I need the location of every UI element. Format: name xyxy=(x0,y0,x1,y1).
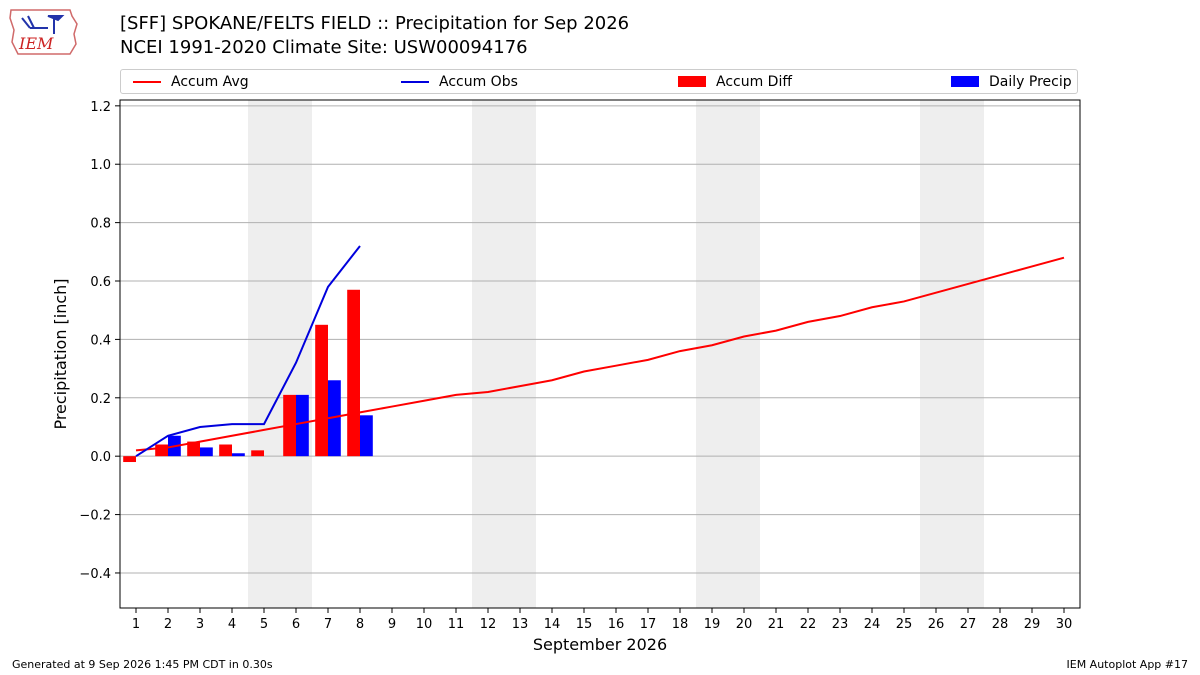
y-tick-label: 1.0 xyxy=(90,158,111,173)
x-axis-label: September 2026 xyxy=(533,635,667,654)
x-tick-label: 3 xyxy=(196,617,204,632)
legend-swatch-accum-diff xyxy=(678,76,706,87)
bar-daily-precip xyxy=(360,415,373,457)
weekend-shading xyxy=(248,100,984,608)
bar-accum-diff xyxy=(315,324,328,457)
legend: Accum Avg Accum Obs Accum Diff Daily Pre… xyxy=(120,69,1078,94)
x-tick-label: 5 xyxy=(260,617,268,632)
legend-item-accum-obs: Accum Obs xyxy=(401,70,518,93)
y-tick-label: 1.2 xyxy=(90,100,111,115)
weekend-shade-3 xyxy=(920,100,984,608)
x-tick-label: 10 xyxy=(416,617,433,632)
x-tick-label: 9 xyxy=(388,617,396,632)
plot-frame xyxy=(119,99,1081,609)
legend-swatch-accum-avg xyxy=(133,80,161,83)
bar-accum-diff xyxy=(187,441,200,457)
bar-daily-precip xyxy=(200,447,213,457)
x-tick-label: 24 xyxy=(864,617,881,632)
x-tick-label: 8 xyxy=(356,617,364,632)
x-tick-label: 23 xyxy=(832,617,849,632)
chart-title: [SFF] SPOKANE/FELTS FIELD :: Precipitati… xyxy=(120,13,630,34)
x-tick-label: 17 xyxy=(640,617,657,632)
x-tick-label: 12 xyxy=(480,617,497,632)
line-accum-avg xyxy=(135,256,1065,452)
y-tick-label: −0.2 xyxy=(79,509,111,524)
bar-accum-diff xyxy=(155,444,168,457)
bar-daily-precip xyxy=(232,453,245,457)
x-tick-label: 6 xyxy=(292,617,300,632)
x-tick-label: 2 xyxy=(164,617,172,632)
bar-accum-diff xyxy=(347,289,360,457)
legend-label-accum-avg: Accum Avg xyxy=(171,73,249,90)
iowa-outline xyxy=(9,9,78,55)
y-tick-label: 0.0 xyxy=(90,450,111,465)
bar-daily-precip xyxy=(296,394,309,457)
gridlines xyxy=(120,105,1080,574)
legend-item-accum-avg: Accum Avg xyxy=(133,70,249,93)
iem-logo: IEM xyxy=(9,9,78,55)
x-tick-label: 30 xyxy=(1056,617,1073,632)
y-tick-label: 0.2 xyxy=(90,392,111,407)
x-tick-label: 15 xyxy=(576,617,593,632)
legend-swatch-daily-precip xyxy=(951,76,979,87)
y-tick-label: 0.6 xyxy=(90,275,111,290)
legend-item-daily-precip: Daily Precip xyxy=(951,70,1072,93)
weekend-shade-0 xyxy=(248,100,312,608)
x-tick-label: 26 xyxy=(928,617,945,632)
weather-instrument-icon xyxy=(21,15,65,34)
legend-label-accum-diff: Accum Diff xyxy=(716,73,793,90)
y-axis: −0.4 −0.2 0.0 0.2 0.4 0.6 0.8 1.0 1.2 xyxy=(79,100,120,582)
y-axis-label: Precipitation [inch] xyxy=(51,278,70,429)
logo-text: IEM xyxy=(18,34,54,53)
lines xyxy=(135,245,1065,458)
y-tick-label: 0.8 xyxy=(90,217,111,232)
legend-swatch-accum-obs xyxy=(401,80,429,83)
chart-subtitle: NCEI 1991-2020 Climate Site: USW00094176 xyxy=(120,37,528,58)
x-tick-label: 4 xyxy=(228,617,236,632)
x-tick-label: 19 xyxy=(704,617,721,632)
weekend-shade-1 xyxy=(472,100,536,608)
x-tick-label: 20 xyxy=(736,617,753,632)
x-tick-label: 21 xyxy=(768,617,785,632)
x-tick-label: 28 xyxy=(992,617,1009,632)
y-tick-label: −0.4 xyxy=(79,567,111,582)
y-tick-label: 0.4 xyxy=(90,333,111,348)
x-tick-label: 7 xyxy=(324,617,332,632)
x-tick-label: 16 xyxy=(608,617,625,632)
bar-accum-diff xyxy=(251,450,264,457)
weekend-shade-2 xyxy=(696,100,760,608)
x-tick-label: 13 xyxy=(512,617,529,632)
x-tick-label: 25 xyxy=(896,617,913,632)
legend-item-accum-diff: Accum Diff xyxy=(678,70,792,93)
bar-accum-diff xyxy=(123,456,136,463)
line-accum-obs xyxy=(135,245,361,458)
x-tick-label: 29 xyxy=(1024,617,1041,632)
x-tick-label: 11 xyxy=(448,617,465,632)
generated-timestamp: Generated at 9 Sep 2026 1:45 PM CDT in 0… xyxy=(12,658,273,671)
x-tick-label: 14 xyxy=(544,617,561,632)
bar-daily-precip xyxy=(328,380,341,457)
bar-accum-diff xyxy=(219,444,232,457)
x-tick-label: 27 xyxy=(960,617,977,632)
x-tick-label: 18 xyxy=(672,617,689,632)
legend-label-daily-precip: Daily Precip xyxy=(989,73,1072,90)
x-axis: 1 2 3 4 5 6 7 8 9 10 11 12 13 14 15 16 17 18 19 20 21 22 23 24 2… xyxy=(132,608,1072,632)
legend-label-accum-obs: Accum Obs xyxy=(439,73,518,90)
x-tick-label: 1 xyxy=(132,617,140,632)
app-label: IEM Autoplot App #17 xyxy=(1066,658,1189,671)
x-tick-label: 22 xyxy=(800,617,817,632)
